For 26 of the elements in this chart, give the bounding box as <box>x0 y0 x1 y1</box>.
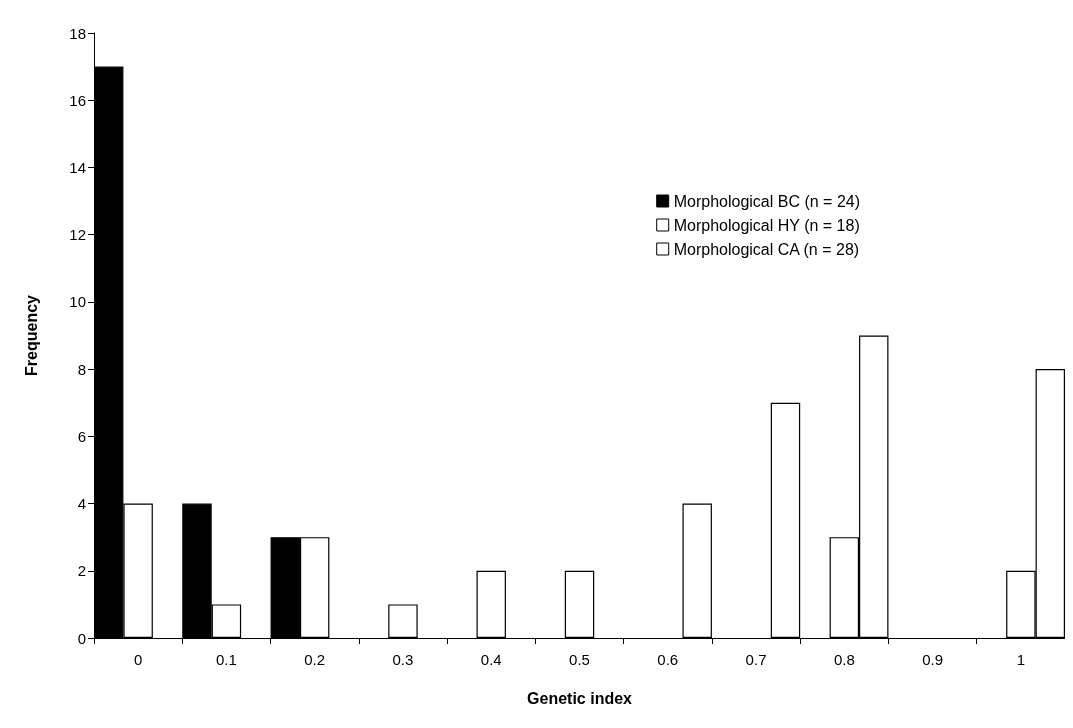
x-tick-label: 0 <box>133 651 143 668</box>
y-tick-label: 8 <box>77 360 86 378</box>
y-tick-label: 0 <box>77 629 86 647</box>
y-tick-label: 12 <box>69 226 86 244</box>
y-tick-label: 4 <box>77 495 86 513</box>
x-axis-title: Genetic index <box>527 689 633 707</box>
y-tick-label: 18 <box>69 24 86 42</box>
x-tick-label: 0.2 <box>304 651 326 668</box>
legend-label: Morphological BC (n = 24) <box>673 192 860 210</box>
x-tick-label: 1 <box>1016 651 1026 668</box>
x-tick-label: 0.9 <box>922 651 944 668</box>
legend-label: Morphological HY (n = 18) <box>673 216 860 234</box>
x-tick-label: 0.7 <box>745 651 767 668</box>
x-tick-label: 0.3 <box>392 651 414 668</box>
x-tick-label: 0.4 <box>480 651 502 668</box>
legend-label: Morphological CA (n = 28) <box>673 240 860 258</box>
y-tick-label: 14 <box>69 158 86 176</box>
y-tick-label: 16 <box>69 91 86 109</box>
y-tick-label: 10 <box>69 293 86 311</box>
x-tick-label: 0.8 <box>833 651 855 668</box>
y-tick-label: 6 <box>77 427 86 445</box>
y-tick-label: 2 <box>77 562 86 580</box>
x-tick-label: 0.6 <box>657 651 679 668</box>
y-axis-title: Frequency <box>22 294 40 376</box>
x-tick-label: 0.5 <box>569 651 590 668</box>
x-tick-label: 0.1 <box>215 651 237 668</box>
